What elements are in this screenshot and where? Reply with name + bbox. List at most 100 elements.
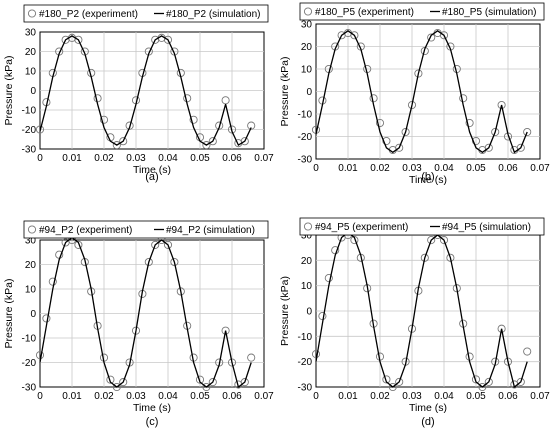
y-tick-label: 0 — [30, 309, 36, 320]
y-tick-label: 10 — [301, 65, 313, 76]
x-tick-label: 0.01 — [338, 163, 358, 174]
experiment-marker — [125, 121, 134, 130]
experiment-marker — [388, 382, 397, 392]
panel-label: (b) — [421, 171, 434, 183]
experiment-marker — [497, 100, 506, 110]
x-tick-label: 0.06 — [498, 391, 518, 402]
y-tick-label: 0 — [30, 86, 36, 97]
y-axis-title: Pressure (kPa) — [279, 276, 291, 346]
y-tick-label: -30 — [298, 383, 313, 394]
y-tick-label: 10 — [25, 285, 37, 296]
experiment-marker — [215, 121, 224, 130]
experiment-marker — [106, 375, 115, 384]
experiment-marker — [119, 378, 128, 387]
legend: #94_P2 (experiment) #94_P2 (simulation) — [23, 220, 269, 239]
legend: #94_P5 (experiment) #94_P5 (simulation) — [299, 217, 545, 236]
experiment-marker — [471, 136, 481, 146]
x-tick-label: 0.01 — [62, 391, 82, 402]
legend-experiment-symbol — [303, 222, 313, 231]
panel-label: (c) — [146, 416, 159, 428]
y-tick-label: -10 — [22, 334, 37, 345]
experiment-marker — [189, 115, 198, 124]
experiment-marker — [407, 100, 417, 110]
experiment-marker — [311, 350, 321, 359]
experiment-marker — [247, 121, 256, 130]
experiment-marker — [144, 257, 153, 267]
legend: #180_P5 (experiment) #180_P5 (simulation) — [299, 2, 545, 21]
experiment-marker — [439, 236, 449, 245]
x-tick-label: 0.07 — [254, 153, 274, 164]
experiment-marker — [484, 143, 493, 152]
y-axis-title: Pressure (kPa) — [3, 278, 15, 348]
x-tick-label: 0.01 — [338, 391, 358, 402]
legend-experiment-symbol — [27, 9, 37, 18]
y-tick-label: 20 — [25, 260, 37, 271]
experiment-marker — [240, 378, 249, 387]
experiment-marker — [208, 378, 217, 387]
experiment-marker — [414, 69, 423, 78]
experiment-marker — [523, 347, 532, 356]
y-tick-label: -20 — [298, 357, 313, 368]
experiment-marker — [163, 35, 173, 44]
legend-simulation-label: #180_P2 (simulation) — [166, 9, 261, 20]
x-tick-label: 0.02 — [94, 153, 114, 164]
experiment-marker — [350, 31, 359, 40]
legend-experiment-label: #94_P5 (experiment) — [315, 222, 408, 233]
y-axis-title: Pressure (kPa) — [3, 55, 15, 125]
x-tick-label: 0.04 — [158, 153, 178, 164]
experiment-marker — [227, 358, 237, 367]
x-tick-label: 0.02 — [370, 391, 390, 402]
experiment-marker — [247, 353, 256, 362]
simulation-line — [39, 236, 252, 389]
y-tick-label: 30 — [301, 231, 313, 242]
y-tick-label: 30 — [301, 20, 313, 31]
y-tick-label: 20 — [25, 47, 37, 58]
experiment-marker — [395, 143, 404, 152]
x-tick-label: 0.04 — [158, 391, 178, 402]
experiment-marker — [491, 127, 500, 137]
legend: #180_P2 (experiment) #180_P2 (simulation) — [23, 4, 269, 23]
x-tick-label: 0.05 — [466, 163, 486, 174]
x-tick-label: 0 — [37, 153, 43, 164]
experiment-marker — [112, 141, 121, 150]
simulation-line — [315, 30, 528, 154]
y-tick-label: 0 — [306, 87, 312, 98]
x-axis-title: Time (s) — [409, 174, 447, 186]
experiment-marker — [112, 382, 121, 392]
experiment-marker — [208, 137, 217, 146]
experiment-marker — [382, 375, 391, 384]
chart-panel-2: 0 0.01 0.02 0.03 0.04 0.05 0.06 0.07 -30 -20 -10 0 1… — [279, 2, 550, 186]
y-tick-label: -10 — [22, 106, 37, 117]
legend-experiment-symbol — [303, 7, 313, 16]
legend-box — [23, 220, 269, 239]
experiment-marker — [503, 357, 513, 366]
chart-panel-1: 0 0.01 0.02 0.03 0.04 0.05 0.06 0.07 -30 -20 -10 0 1… — [3, 4, 274, 183]
x-tick-label: 0.03 — [126, 391, 146, 402]
experiment-marker — [35, 125, 45, 134]
experiment-marker — [439, 31, 449, 40]
y-tick-label: 20 — [301, 256, 313, 267]
experiment-marker — [227, 125, 237, 134]
x-tick-label: 0.07 — [530, 163, 550, 174]
experiment-marker — [427, 33, 436, 42]
experiment-marker — [420, 253, 429, 262]
y-tick-label: 10 — [25, 67, 37, 78]
experiment-marker — [427, 236, 436, 245]
legend-simulation-label: #180_P5 (simulation) — [442, 7, 537, 18]
legend-simulation-label: #94_P5 (simulation) — [442, 222, 531, 233]
x-tick-label: 0.07 — [254, 391, 274, 402]
x-tick-label: 0.06 — [498, 163, 518, 174]
experiment-marker — [318, 312, 327, 321]
x-tick-label: 0.03 — [402, 163, 422, 174]
y-tick-label: -30 — [22, 383, 37, 394]
x-axis-title: Time (s) — [133, 164, 171, 176]
experiment-marker — [42, 314, 51, 323]
experiment-marker — [170, 257, 179, 267]
x-tick-label: 0.05 — [466, 391, 486, 402]
experiment-marker — [202, 382, 211, 392]
chart-panel-3: 0 0.01 0.02 0.03 0.04 0.05 0.06 0.07 -30 -20 -10 0 1… — [3, 220, 274, 428]
y-tick-label: -20 — [298, 132, 313, 143]
y-tick-label: 30 — [25, 236, 37, 247]
experiment-marker — [516, 377, 525, 386]
